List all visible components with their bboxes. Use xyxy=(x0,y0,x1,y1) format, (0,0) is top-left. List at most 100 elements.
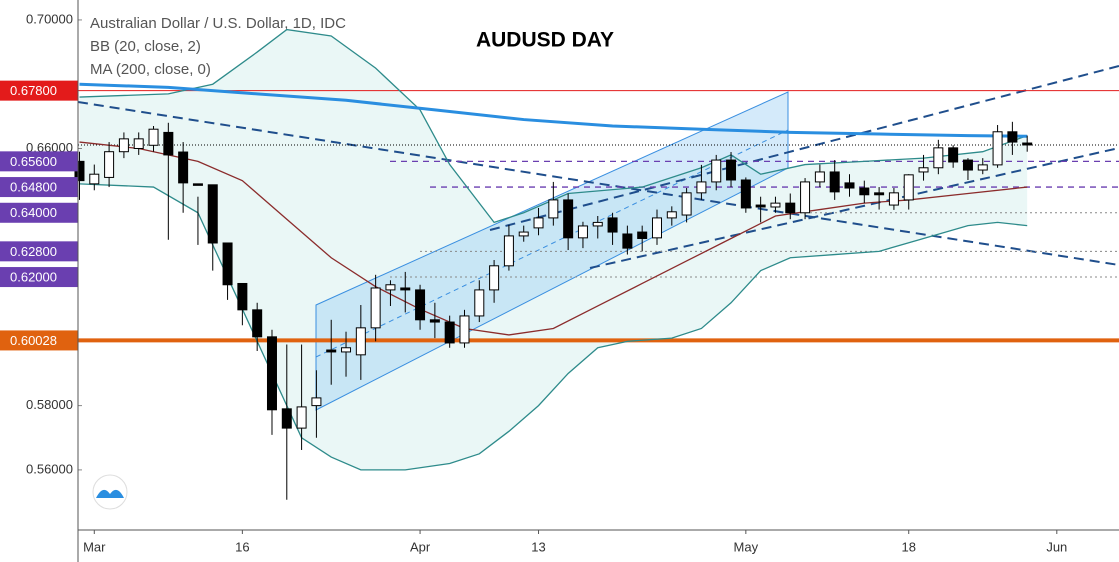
candle-body xyxy=(977,164,988,171)
level-badge xyxy=(0,80,78,101)
candle-body xyxy=(770,202,781,208)
y-tick-label: 0.56000 xyxy=(26,461,73,476)
candle-body xyxy=(829,171,840,193)
logo-circle xyxy=(92,474,128,510)
level-label: 0.60028 xyxy=(10,333,57,348)
candle-body xyxy=(207,184,218,244)
candle-body xyxy=(548,199,559,219)
candle-body xyxy=(533,217,544,229)
candle-body xyxy=(296,406,307,429)
indicator-line xyxy=(79,28,1028,224)
candle-body xyxy=(148,128,159,146)
level-label: 0.62000 xyxy=(10,269,57,284)
candle-body xyxy=(429,319,440,323)
trend-line xyxy=(489,65,1119,231)
candle-body xyxy=(415,289,426,321)
candle-body xyxy=(903,174,914,201)
indicator: BB (20, close, 2) xyxy=(90,38,201,55)
candle-body xyxy=(651,217,662,239)
trend-line xyxy=(589,147,1119,269)
level-label: 0.64800 xyxy=(10,179,57,194)
candle-body xyxy=(681,192,692,216)
candle-body xyxy=(1022,142,1033,146)
y-tick-label: 0.66000 xyxy=(26,140,73,155)
level-badge xyxy=(0,151,78,172)
candle-body xyxy=(237,282,248,311)
candle-body xyxy=(859,187,870,196)
candle-body xyxy=(326,349,337,353)
candle-body xyxy=(133,138,144,149)
candle-body xyxy=(118,138,129,153)
candle-body xyxy=(740,179,751,209)
candle-body xyxy=(104,151,115,178)
candle-body xyxy=(281,408,292,429)
candle-body xyxy=(874,192,885,196)
candle-body xyxy=(222,242,233,286)
level-label: 0.62800 xyxy=(10,244,57,259)
candle-body xyxy=(785,202,796,214)
x-tick-label: 18 xyxy=(901,539,915,554)
indicator-line xyxy=(79,183,1028,471)
candle-body xyxy=(341,347,352,353)
candle-body xyxy=(577,225,588,239)
candle-body xyxy=(726,159,737,181)
level-badge xyxy=(0,267,78,288)
candle-body xyxy=(592,221,603,227)
level-badge xyxy=(0,241,78,262)
x-tick-label: 13 xyxy=(531,539,545,554)
candle-body xyxy=(755,204,766,208)
candle-body xyxy=(385,284,396,291)
candle-body xyxy=(163,131,174,156)
level-label: 0.67800 xyxy=(10,83,57,98)
candle-body xyxy=(370,287,381,329)
candle-body xyxy=(962,159,973,171)
candle-body xyxy=(518,231,529,237)
candle-body xyxy=(933,147,944,169)
x-tick-label: May xyxy=(734,539,759,554)
level-badge xyxy=(0,177,78,198)
candle-body xyxy=(666,211,677,219)
candle-body xyxy=(400,287,411,291)
candle-body xyxy=(444,321,455,344)
indicator: MA (200, close, 0) xyxy=(90,61,211,78)
x-tick-label: Jun xyxy=(1046,539,1067,554)
candle-body xyxy=(992,131,1003,166)
candle-body xyxy=(192,183,203,186)
indicator-line xyxy=(79,82,1028,138)
candle-body xyxy=(607,217,618,233)
candle-body xyxy=(948,147,959,163)
x-tick-label: 16 xyxy=(235,539,249,554)
candle-body xyxy=(800,181,811,214)
logo xyxy=(92,474,128,510)
candle-body xyxy=(622,233,633,249)
candle-body xyxy=(89,173,100,185)
candle-body xyxy=(474,289,485,317)
candle-body xyxy=(696,181,707,194)
candle-body xyxy=(888,192,899,206)
candle-body xyxy=(252,309,263,338)
candle-body xyxy=(178,151,189,184)
x-tick-label: Mar xyxy=(83,539,106,554)
candle-body xyxy=(266,336,277,411)
chart-title: AUDUSD DAY xyxy=(476,29,614,52)
candle-body xyxy=(844,182,855,189)
y-tick-label: 0.58000 xyxy=(26,397,73,412)
candle-body xyxy=(711,159,722,183)
candle-body xyxy=(814,171,825,183)
indicator-line xyxy=(79,141,1028,336)
x-tick-label: Apr xyxy=(410,539,431,554)
symbol: Australian Dollar / U.S. Dollar, 1D, IDC xyxy=(90,15,346,32)
candle-body xyxy=(311,397,322,407)
candle-body xyxy=(355,327,366,356)
candle-body xyxy=(459,315,470,344)
candle-body xyxy=(503,235,514,267)
channel-mid xyxy=(315,129,789,358)
candle-body xyxy=(1007,131,1018,143)
candle-body xyxy=(563,199,574,239)
candle-body xyxy=(637,231,648,239)
logo-icon xyxy=(96,489,124,498)
y-tick-label: 0.70000 xyxy=(26,11,73,26)
candle-body xyxy=(489,265,500,291)
level-badge xyxy=(0,330,78,351)
